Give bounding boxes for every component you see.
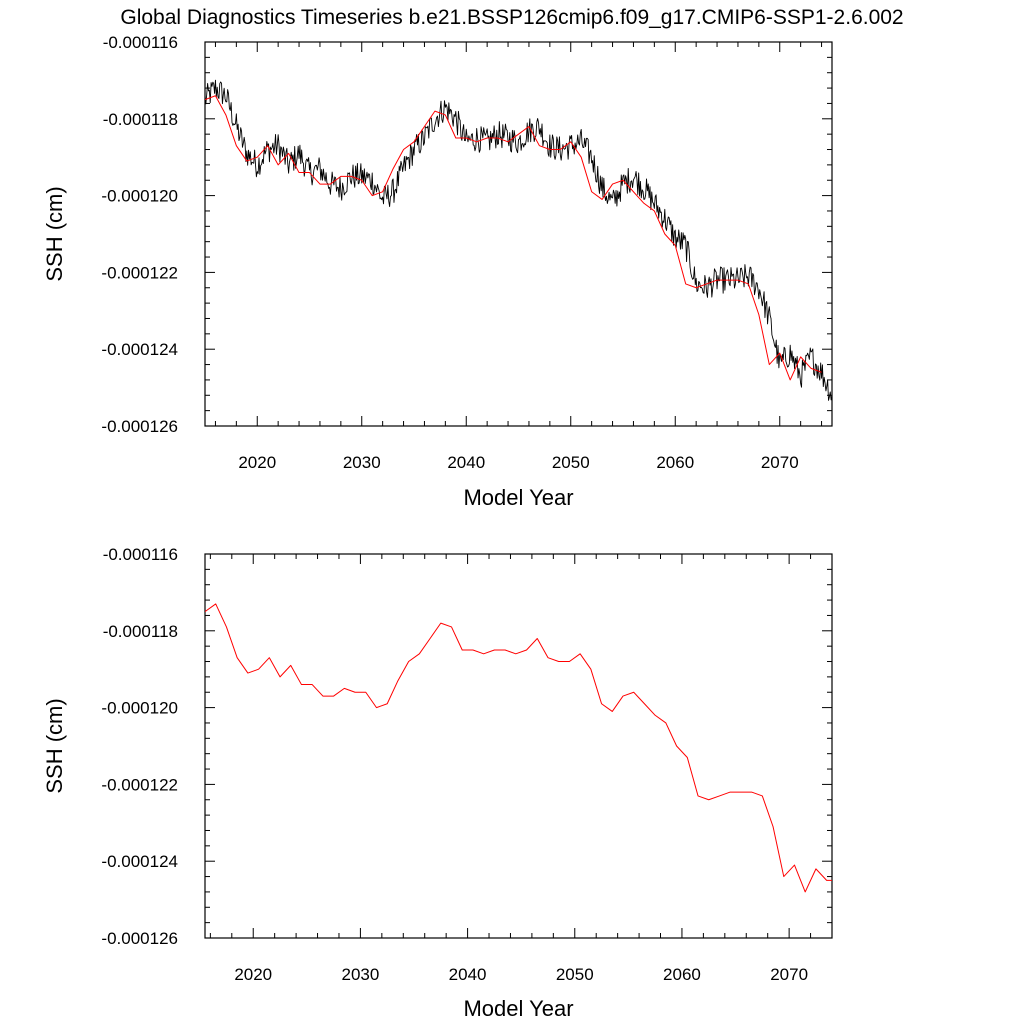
y-tick-label: -0.000116 (103, 33, 178, 52)
x-tick-label: 2050 (552, 453, 590, 472)
plot-frame (204, 553, 833, 939)
y-tick-label: -0.000124 (101, 340, 178, 359)
series-group (205, 79, 832, 401)
x-tick-label: 2040 (449, 965, 487, 984)
y-axis-title: SSH (cm) (42, 698, 67, 793)
x-tick-label: 2020 (238, 453, 276, 472)
top-panel: 2020 2030 2040 2050 2060 2070 -0.000116 -0.0001… (42, 33, 833, 510)
series-group (205, 603, 832, 893)
monthly-series-line (205, 79, 832, 401)
y-tick-label: -0.000116 (103, 545, 178, 564)
x-tick-label: 2060 (656, 453, 694, 472)
x-axis-title: Model Year (463, 485, 573, 510)
y-tick-label: -0.000124 (101, 852, 178, 871)
x-tick-label: 2030 (341, 965, 379, 984)
y-tick-label: -0.000118 (103, 622, 178, 641)
x-axis-title: Model Year (463, 996, 573, 1021)
y-tick-label: -0.000126 (101, 929, 178, 948)
y-tick-label: -0.000126 (101, 417, 178, 436)
x-tick-label: 2030 (343, 453, 381, 472)
annual-mean-series-line (205, 95, 822, 381)
x-tick-label: 2050 (556, 965, 594, 984)
x-tick-label: 2070 (761, 453, 799, 472)
y-tick-label: -0.000122 (101, 263, 178, 282)
annual-mean-series-line (205, 603, 832, 893)
y-tick-label: -0.000120 (101, 187, 178, 206)
chart-title: Global Diagnostics Timeseries b.e21.BSSP… (120, 6, 903, 29)
x-tick-label: 2060 (663, 965, 701, 984)
y-tick-label: -0.000118 (103, 110, 178, 129)
x-tick-label: 2040 (447, 453, 485, 472)
y-tick-label: -0.000120 (101, 699, 178, 718)
y-tick-label: -0.000122 (101, 775, 178, 794)
x-tick-label: 2070 (770, 965, 808, 984)
x-tick-label: 2020 (234, 965, 272, 984)
y-axis-title: SSH (cm) (42, 186, 67, 281)
bottom-panel: 2020 2030 2040 2050 2060 2070 -0.000116 -0.0001… (42, 545, 833, 1021)
plot-frame (204, 41, 833, 427)
